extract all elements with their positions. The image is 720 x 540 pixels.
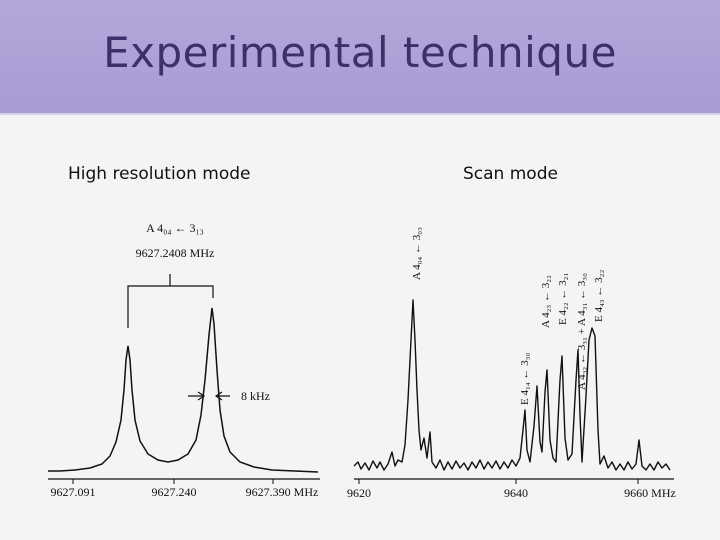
splitting-label: 8 kHz [241,389,270,403]
high-res-trace [48,307,319,473]
peak-label: E 4₂₂ ← 3₂₁ [557,273,569,325]
x-tick-label: 9640 [504,486,528,500]
peak-label: A 4₀₄ ← 3₀₃ [411,227,423,280]
x-tick-label: 9627.390 MHz [246,485,319,499]
splitting-arrows [188,391,230,401]
peak-label: A 4₃₂ ← 3₃₁ + A 4₃₁ ← 3₃₀ [576,273,588,390]
x-tick-label: 9660 MHz [624,486,676,500]
title-band [0,0,720,115]
high-resolution-spectrum: A 4₀₄ ← 3₁₃ 9627.2408 MHz 8 kHz 9627.091… [48,221,320,499]
high-resolution-heading: High resolution mode [68,164,251,184]
x-tick-label: 9620 [347,486,371,500]
peak-label: E 4₁₄ ← 3₃₀ [519,353,531,405]
scan-mode-heading: Scan mode [463,164,558,184]
peak-label: E 4₄₃ ← 3₂₂ [593,270,605,322]
doublet-bracket [127,274,214,328]
scan-trace [353,299,671,471]
slide-title: Experimental technique [103,28,617,77]
center-frequency-label: 9627.2408 MHz [136,246,215,260]
peak-label: A 4₂₃ ← 3₂₂ [540,275,552,328]
scan-mode-spectrum: A 4₀₄ ← 3₀₃ E 4₁₄ ← 3₃₀ A 4₂₃ ← 3₂₂ E 4₂… [347,227,676,500]
transition-label: A 4₀₄ ← 3₁₃ [146,221,204,235]
x-tick-label: 9627.240 [152,485,197,499]
x-tick-label: 9627.091 [51,485,96,499]
